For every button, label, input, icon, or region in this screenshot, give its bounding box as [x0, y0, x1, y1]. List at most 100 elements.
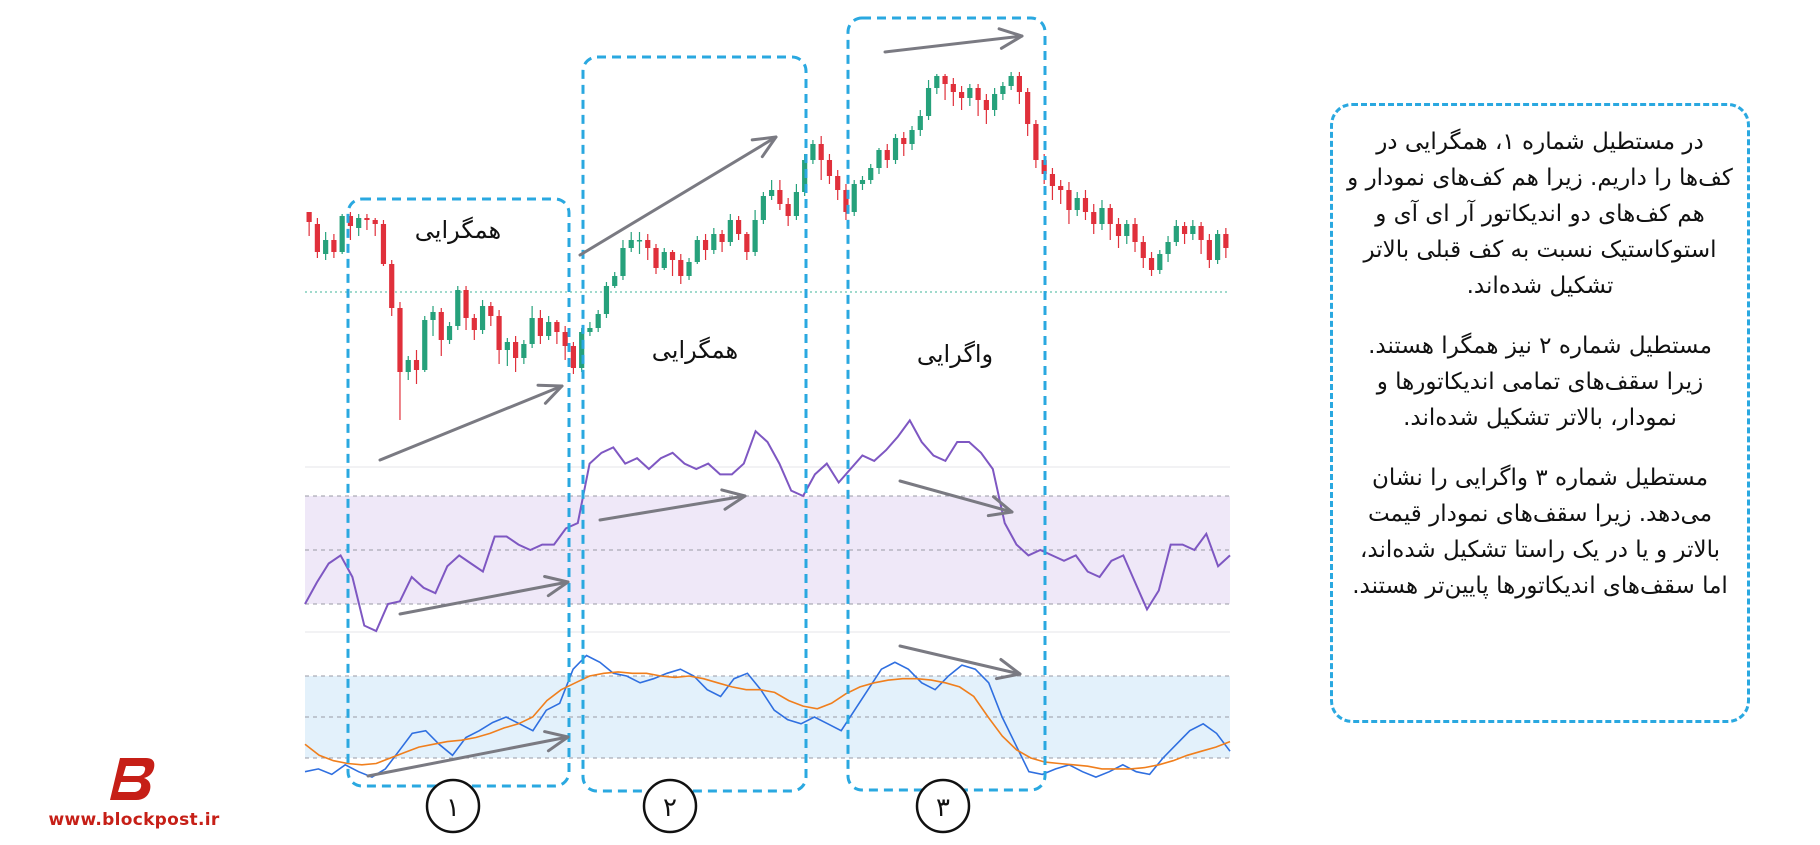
rsi-arrow-box-2: [598, 488, 747, 522]
price-candle: [1198, 222, 1204, 254]
price-candle: [1148, 252, 1155, 276]
price-candle: [1025, 88, 1031, 136]
price-candle: [876, 148, 882, 174]
candle-body: [405, 360, 411, 372]
price-arrow-box-1: [378, 383, 564, 462]
candle-body: [992, 94, 998, 110]
candle-body: [562, 332, 568, 346]
price-candle: [628, 232, 634, 252]
candle-body: [975, 88, 981, 100]
candle-body: [694, 240, 700, 262]
price-arrow-box-2: [578, 135, 778, 257]
box-2-number: ۲: [663, 793, 677, 823]
price-candle: [1215, 230, 1221, 264]
price-candle: [554, 320, 560, 344]
price-candle: [579, 328, 585, 372]
price-candle: [777, 180, 783, 210]
candle-body: [810, 144, 816, 160]
candle-body: [364, 218, 370, 220]
price-candle: [785, 198, 791, 226]
price-candle: [356, 214, 362, 236]
price-candle: [587, 322, 593, 336]
candle-body: [1000, 86, 1006, 94]
arrow-head: [997, 27, 1024, 50]
price-candle: [735, 216, 742, 240]
price-candle: [843, 184, 849, 220]
price-candle: [702, 234, 709, 260]
candle-body: [1058, 186, 1064, 190]
price-candle: [1223, 228, 1229, 258]
price-candle: [1140, 236, 1146, 268]
candle-body: [1157, 254, 1163, 270]
price-candle: [909, 126, 915, 150]
price-candle: [488, 302, 494, 326]
candle-body: [1091, 212, 1097, 224]
box-2-label: همگرایی: [652, 336, 738, 364]
price-candle: [958, 86, 965, 110]
candle-body: [744, 234, 750, 252]
box-3-number: ۳: [936, 793, 950, 823]
candle-body: [1082, 198, 1089, 212]
price-candle: [818, 136, 824, 180]
candle-body: [892, 138, 899, 160]
candle-body: [843, 190, 849, 212]
arrow-shaft: [366, 735, 570, 778]
price-candle: [306, 212, 312, 236]
price-candle: [479, 300, 486, 334]
candle-body: [306, 212, 312, 222]
candle-body: [603, 286, 610, 314]
price-candle: [1190, 220, 1196, 240]
candle-body: [686, 262, 692, 276]
candle-body: [1165, 242, 1171, 254]
price-candle: [1099, 200, 1105, 230]
price-candle: [859, 176, 866, 190]
candle-body: [1140, 242, 1146, 258]
candle-body: [636, 240, 643, 242]
candle-body: [678, 260, 684, 276]
candle-body: [769, 190, 775, 196]
price-candle: [405, 356, 411, 380]
price-candle: [1132, 218, 1138, 252]
candle-body: [1148, 258, 1155, 270]
candle-body: [587, 328, 593, 332]
candle-body: [851, 184, 857, 212]
candle-body: [1041, 160, 1047, 174]
stochastic-indicator: [304, 654, 1231, 778]
candle-body: [793, 192, 800, 216]
price-candle: [975, 84, 981, 116]
candle-body: [1190, 226, 1196, 234]
candle-body: [1008, 76, 1014, 86]
candle-body: [917, 116, 923, 130]
candle-body: [537, 318, 543, 336]
price-candle: [529, 306, 535, 348]
price-candle: [1082, 190, 1089, 220]
candle-body: [397, 308, 403, 372]
box-labels: همگرایی همگرایی واگرایی ۱ ۲ ۳: [415, 216, 993, 834]
price-candle: [389, 260, 395, 316]
candle-body: [323, 240, 329, 254]
price-candle: [372, 218, 378, 236]
price-candle: [1049, 168, 1056, 200]
candle-body: [645, 240, 651, 248]
price-candle: [380, 220, 387, 266]
price-candles: [306, 72, 1229, 420]
stochastic-d-line: [304, 671, 1231, 770]
box-1-number-circle: [425, 778, 481, 834]
arrow-shaft: [598, 494, 747, 522]
price-candle: [727, 214, 733, 246]
price-candle: [711, 228, 717, 254]
price-candle: [868, 164, 874, 184]
candle-body: [413, 360, 420, 370]
price-candle: [422, 316, 428, 372]
price-candle: [917, 110, 923, 136]
candle-body: [950, 84, 956, 92]
stochastic-k-line: [304, 654, 1231, 778]
candle-body: [347, 216, 354, 226]
box-1-label: همگرایی: [415, 216, 501, 244]
candle-body: [504, 342, 510, 350]
candle-body: [818, 144, 824, 160]
price-candle: [653, 244, 659, 274]
highlight-boxes: [346, 16, 1047, 793]
highlight-box-2: [581, 55, 808, 793]
